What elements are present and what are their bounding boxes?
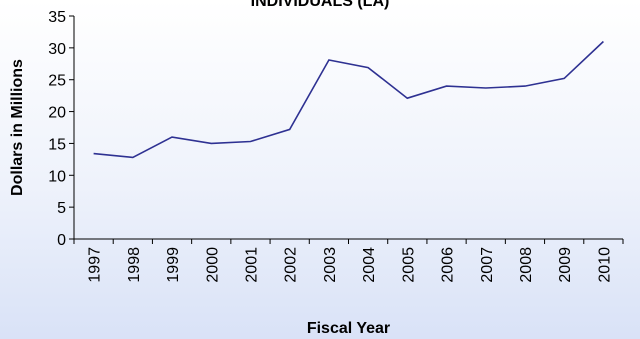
y-tick-label: 20	[48, 105, 66, 122]
tick-labels: 0 5 10 15 20 25 30 35 1997 1998 1999 2000 2001 2002 20…	[48, 9, 613, 283]
chart-title: INDIVIDUALS (LA)	[251, 0, 390, 10]
x-tick-label: 2002	[283, 247, 300, 283]
y-tick-label: 25	[48, 73, 66, 90]
x-tick-label: 2010	[596, 247, 613, 283]
x-tick-label: 1998	[126, 247, 143, 283]
x-tick-label: 2008	[518, 247, 535, 283]
y-tick-label: 15	[48, 136, 66, 153]
x-tick-label: 2006	[440, 247, 457, 283]
x-tick-label: 2009	[557, 247, 574, 283]
x-tick-label: 1999	[165, 247, 182, 283]
y-axis-label: Dollars in Millions	[9, 59, 26, 196]
y-tick-label: 30	[48, 41, 66, 58]
axes	[69, 15, 624, 244]
x-tick-label: 2003	[322, 247, 339, 283]
y-tick-label: 0	[57, 232, 66, 249]
x-tick-label: 2004	[361, 247, 378, 283]
y-tick-label: 10	[48, 168, 66, 185]
x-tick-label: 2005	[400, 247, 417, 283]
y-tick-label: 5	[57, 200, 66, 217]
x-tick-label: 1997	[87, 247, 104, 283]
y-tick-label: 35	[48, 9, 66, 26]
x-tick-label: 2000	[204, 247, 221, 283]
series-line	[93, 40, 604, 159]
x-axis-label: Fiscal Year	[307, 320, 390, 337]
x-tick-label: 2007	[479, 247, 496, 283]
x-tick-label: 2001	[243, 247, 260, 283]
